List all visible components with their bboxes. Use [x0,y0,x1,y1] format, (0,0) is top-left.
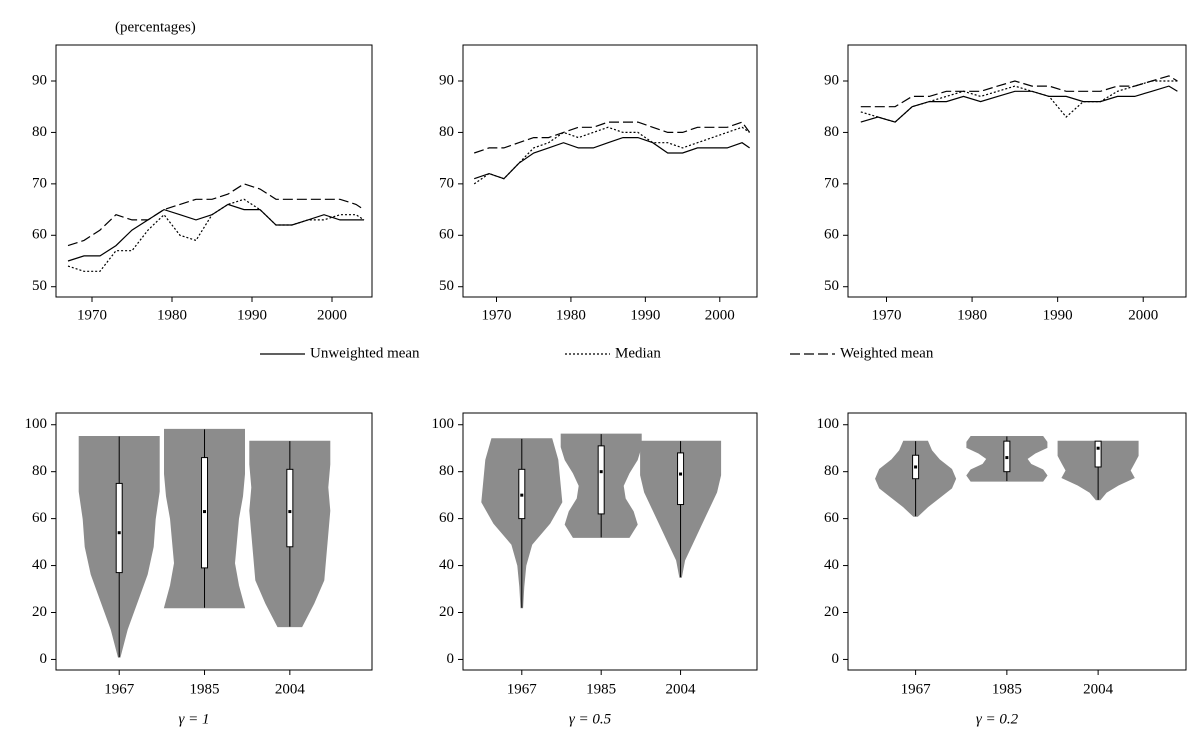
y-tick-label: 90 [824,72,839,88]
x-tick-label: 1990 [1043,307,1073,323]
x-tick-label: 2000 [705,307,735,323]
x-tick-label: 2004 [1083,681,1114,697]
y-tick-label: 60 [824,510,839,526]
violin-median [679,472,683,476]
subtitle: (percentages) [115,19,196,35]
y-tick-label: 50 [439,278,454,294]
x-tick-label: 1990 [237,307,267,323]
violin-box [677,452,685,506]
plot-frame [462,44,758,298]
x-tick-label: 1967 [901,681,932,697]
violin-median [1096,446,1100,450]
y-tick-label: 20 [824,604,839,620]
series-line [67,183,365,247]
plot-frame [847,44,1187,298]
series-line [67,198,365,272]
y-tick-label: 0 [40,651,48,667]
y-tick-label: 40 [439,557,454,573]
x-axis-label: γ = 1 [178,711,209,727]
violin-median [1005,456,1009,460]
y-tick-label: 70 [439,175,454,191]
legend-label: Weighted mean [840,345,934,361]
violin-box [115,482,123,574]
y-tick-label: 40 [32,557,47,573]
violin-median [914,465,918,469]
y-tick-label: 80 [32,463,47,479]
y-tick-label: 20 [32,604,47,620]
legend-label: Median [615,345,661,361]
x-tick-label: 2004 [275,681,306,697]
x-tick-label: 2004 [666,681,697,697]
x-tick-label: 1980 [157,307,187,323]
x-tick-label: 1967 [104,681,135,697]
y-tick-label: 50 [32,278,47,294]
y-tick-label: 60 [439,227,454,243]
y-tick-label: 60 [439,510,454,526]
violin-median [288,510,292,514]
series-line [860,85,1178,123]
x-tick-label: 1970 [872,307,902,323]
y-tick-label: 60 [32,227,47,243]
x-axis-label: γ = 0.5 [569,711,612,727]
y-tick-label: 80 [824,124,839,140]
y-tick-label: 60 [32,510,47,526]
x-tick-label: 1985 [586,681,616,697]
x-axis-label: γ = 0.2 [976,711,1019,727]
plot-frame [847,412,1187,671]
violin-median [520,493,524,497]
violin-box [597,445,605,515]
y-tick-label: 100 [25,416,48,432]
series-line [860,75,1178,108]
y-tick-label: 20 [439,604,454,620]
x-tick-label: 1990 [630,307,660,323]
x-tick-label: 1967 [507,681,538,697]
x-tick-label: 1985 [992,681,1022,697]
y-tick-label: 80 [439,463,454,479]
y-tick-label: 0 [447,651,455,667]
plot-frame [55,44,373,298]
x-tick-label: 1970 [77,307,107,323]
violin-median [599,470,603,474]
violin-box [286,468,294,548]
y-tick-label: 70 [32,175,47,191]
y-tick-label: 50 [824,278,839,294]
plot-frame [462,412,758,671]
x-tick-label: 1985 [190,681,220,697]
plot-frame [55,412,373,671]
y-tick-label: 100 [432,416,455,432]
series-line [474,137,750,180]
violin-median [203,510,207,514]
y-tick-label: 70 [824,175,839,191]
legend-label: Unweighted mean [310,345,420,361]
y-tick-label: 90 [439,72,454,88]
y-tick-label: 40 [824,557,839,573]
violin-box [1094,440,1102,468]
series-line [474,121,751,154]
y-tick-label: 60 [824,227,839,243]
x-tick-label: 1980 [957,307,987,323]
x-tick-label: 2000 [1128,307,1158,323]
y-tick-label: 0 [832,651,840,667]
series-line [473,126,750,185]
violin-median [117,531,121,535]
y-tick-label: 80 [439,124,454,140]
x-tick-label: 1970 [481,307,511,323]
y-tick-label: 80 [824,463,839,479]
y-tick-label: 90 [32,72,47,88]
x-tick-label: 1980 [556,307,586,323]
series-line [860,80,1178,123]
series-line [67,203,364,262]
x-tick-label: 2000 [317,307,347,323]
y-tick-label: 100 [817,416,840,432]
y-tick-label: 80 [32,124,47,140]
